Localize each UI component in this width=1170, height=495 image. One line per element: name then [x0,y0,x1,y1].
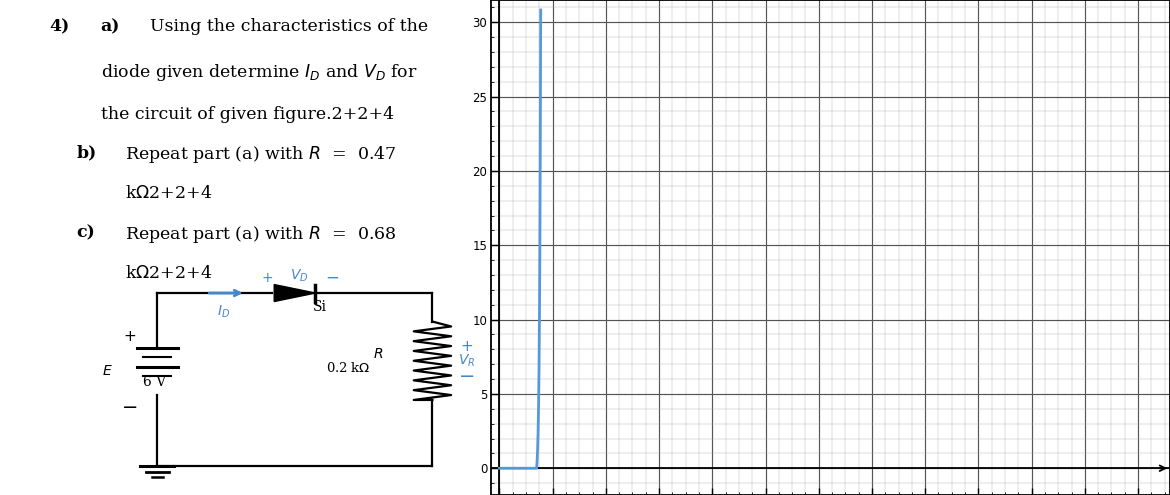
Text: −: − [325,269,339,287]
Text: −: − [459,367,475,386]
Text: $V_D$: $V_D$ [290,268,309,284]
Text: $E$: $E$ [102,364,113,379]
Text: the circuit of given figure.2+2+4: the circuit of given figure.2+2+4 [101,105,394,123]
Text: Repeat part (a) with $R$  =  0.47: Repeat part (a) with $R$ = 0.47 [125,144,397,165]
Text: 0.2 k$\Omega$: 0.2 k$\Omega$ [326,361,371,375]
Text: 4): 4) [49,18,69,35]
Text: Si: Si [312,300,326,314]
Text: Using the characteristics of the: Using the characteristics of the [150,18,428,35]
Text: a): a) [101,18,121,35]
Text: +: + [461,339,473,354]
Text: Repeat part (a) with $R$  =  0.68: Repeat part (a) with $R$ = 0.68 [125,224,397,245]
Text: k$\Omega$2+2+4: k$\Omega$2+2+4 [125,185,213,202]
Text: k$\Omega$2+2+4: k$\Omega$2+2+4 [125,265,213,282]
Text: +: + [124,329,137,344]
Text: diode given determine $I_D$ and $V_D$ for: diode given determine $I_D$ and $V_D$ fo… [101,62,418,83]
Text: 6 V: 6 V [143,375,166,389]
Text: c): c) [76,224,95,241]
Text: $V_R$: $V_R$ [459,352,475,369]
Text: +: + [261,271,273,285]
Text: $R$: $R$ [373,346,384,361]
Text: −: − [122,397,138,417]
Text: b): b) [76,144,96,161]
Polygon shape [274,285,316,301]
Text: $I_D$: $I_D$ [216,304,230,320]
